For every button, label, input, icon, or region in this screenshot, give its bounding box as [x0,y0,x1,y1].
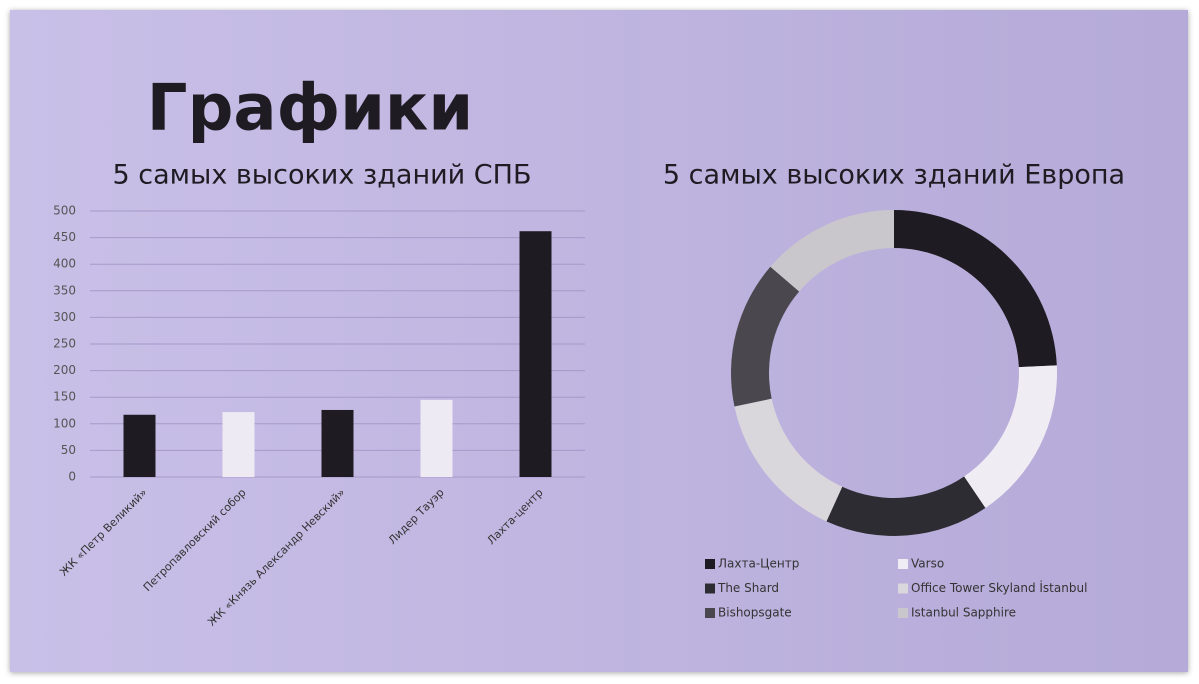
bar [519,231,552,477]
legend-label: The Shard [717,581,779,595]
donut-slice [731,266,800,407]
donut-slice [734,398,843,522]
bar [222,412,255,477]
y-tick-label: 400 [53,257,76,271]
legend-label: Office Tower Skyland İstanbul [911,580,1087,595]
legend-label: Лахта-Центр [718,557,799,571]
y-tick-label: 350 [53,283,76,297]
legend-swatch [898,583,908,594]
donut-slice [770,210,894,292]
legend-label: Bishopsgate [718,606,792,620]
chart-title: 5 самых высоких зданий Европа [663,160,1125,191]
legend-swatch [705,583,715,594]
legend-label: Istanbul Sapphire [911,606,1016,620]
slide-background [10,10,1188,672]
bar [420,399,453,477]
donut-slice [964,365,1057,508]
chart-title: 5 самых высоких зданий СПБ [113,160,532,191]
y-tick-label: 50 [61,443,76,457]
y-tick-label: 200 [53,363,76,377]
y-tick-label: 0 [68,470,76,484]
y-tick-label: 300 [53,310,76,324]
y-tick-label: 250 [53,337,76,351]
y-tick-label: 100 [53,416,76,430]
legend-label: Varso [911,557,944,571]
donut-slice [826,476,986,536]
y-tick-label: 450 [53,230,76,244]
y-tick-label: 150 [53,390,76,404]
bar [321,409,354,477]
legend-swatch [705,608,715,618]
legend-swatch [898,608,908,618]
legend-swatch [898,559,908,569]
slide-title: Графики [147,72,473,146]
bar [123,414,156,477]
donut-slice [894,210,1057,368]
legend-swatch [705,559,715,569]
y-tick-label: 500 [53,204,76,218]
